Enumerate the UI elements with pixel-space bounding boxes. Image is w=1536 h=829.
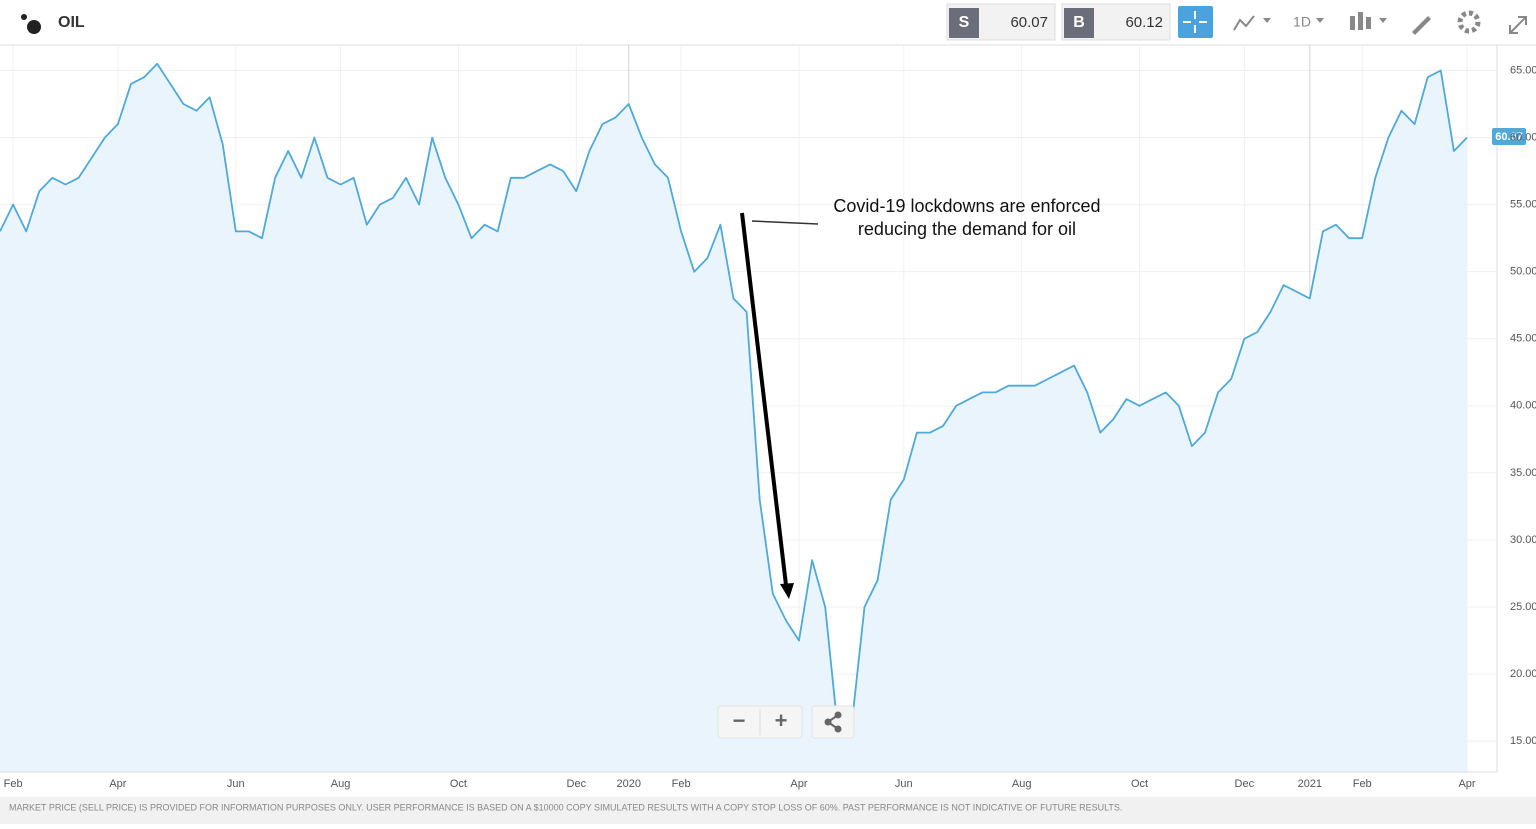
area xyxy=(0,63,1467,773)
buy-badge xyxy=(1064,8,1094,38)
y-tick-label: 20.00 xyxy=(1510,668,1536,680)
y-tick-label: 60.00 xyxy=(1510,131,1536,143)
buy-label: B xyxy=(1073,14,1085,31)
x-tick-label: Aug xyxy=(1012,778,1032,790)
x-tick-label: Oct xyxy=(1131,778,1148,790)
footer-bar xyxy=(0,797,1536,824)
annotation-line: reducing the demand for oil xyxy=(858,219,1076,239)
instrument-title: OIL xyxy=(58,14,85,31)
draw-button[interactable] xyxy=(1412,16,1431,35)
price-tag-label: 60.07 xyxy=(1495,131,1523,143)
indicator-button[interactable] xyxy=(1350,12,1387,30)
disclaimer: MARKET PRICE (SELL PRICE) IS PROVIDED FO… xyxy=(9,802,1122,812)
price-tag xyxy=(1492,128,1526,145)
zoom-out-button[interactable]: − xyxy=(733,708,746,733)
zoom-in-button[interactable]: + xyxy=(775,708,788,733)
logo xyxy=(21,14,41,34)
plot xyxy=(0,45,1497,773)
y-tick-label: 15.00 xyxy=(1510,735,1536,747)
price-line xyxy=(0,62,1468,736)
y-tick-label: 55.00 xyxy=(1510,199,1536,211)
y-tick-label: 30.00 xyxy=(1510,534,1536,546)
crosshair-icon xyxy=(1183,11,1207,33)
y-tick-label: 65.00 xyxy=(1510,64,1536,76)
chart-type-button[interactable] xyxy=(1233,15,1271,31)
share-icon xyxy=(824,711,842,733)
x-tick-label: Dec xyxy=(567,778,587,790)
interval-button[interactable]: 1D xyxy=(1293,14,1311,30)
fullscreen-button[interactable] xyxy=(1509,16,1527,34)
x-tick-label: Jun xyxy=(227,778,245,790)
annotation-arrowhead xyxy=(780,583,794,599)
header-bar xyxy=(0,0,1536,45)
x-tick-label: Apr xyxy=(790,778,807,790)
y-tick-label: 25.00 xyxy=(1510,601,1536,613)
annotation-arrow xyxy=(740,212,788,586)
sell-badge xyxy=(949,8,979,38)
settings-button[interactable] xyxy=(1457,10,1481,34)
x-tick-label: Apr xyxy=(1458,778,1475,790)
x-tick-label: Aug xyxy=(331,778,351,790)
annotation-leader xyxy=(751,220,819,225)
interval-caret xyxy=(1316,18,1324,23)
y-tick-label: 50.00 xyxy=(1510,266,1536,278)
annotation-line: Covid-19 lockdowns are enforced xyxy=(833,196,1100,216)
sell-price: 60.07 xyxy=(1010,14,1048,31)
x-tick-label: Feb xyxy=(1353,778,1372,790)
sell-label: S xyxy=(959,14,970,31)
x-tick-label: Feb xyxy=(4,778,23,790)
x-tick-label: Feb xyxy=(672,778,691,790)
crosshair-button[interactable] xyxy=(1178,6,1213,38)
x-tick-label: Oct xyxy=(450,778,467,790)
x-tick-label: Jun xyxy=(895,778,913,790)
buy-price: 60.12 xyxy=(1125,14,1163,31)
y-tick-label: 40.00 xyxy=(1510,400,1536,412)
share-button[interactable] xyxy=(811,705,855,739)
x-tick-label: 2020 xyxy=(616,778,640,790)
x-tick-label: 2021 xyxy=(1298,778,1322,790)
y-tick-label: 35.00 xyxy=(1510,467,1536,479)
y-tick-label: 45.00 xyxy=(1510,333,1536,345)
x-tick-label: Dec xyxy=(1235,778,1255,790)
x-tick-label: Apr xyxy=(109,778,126,790)
